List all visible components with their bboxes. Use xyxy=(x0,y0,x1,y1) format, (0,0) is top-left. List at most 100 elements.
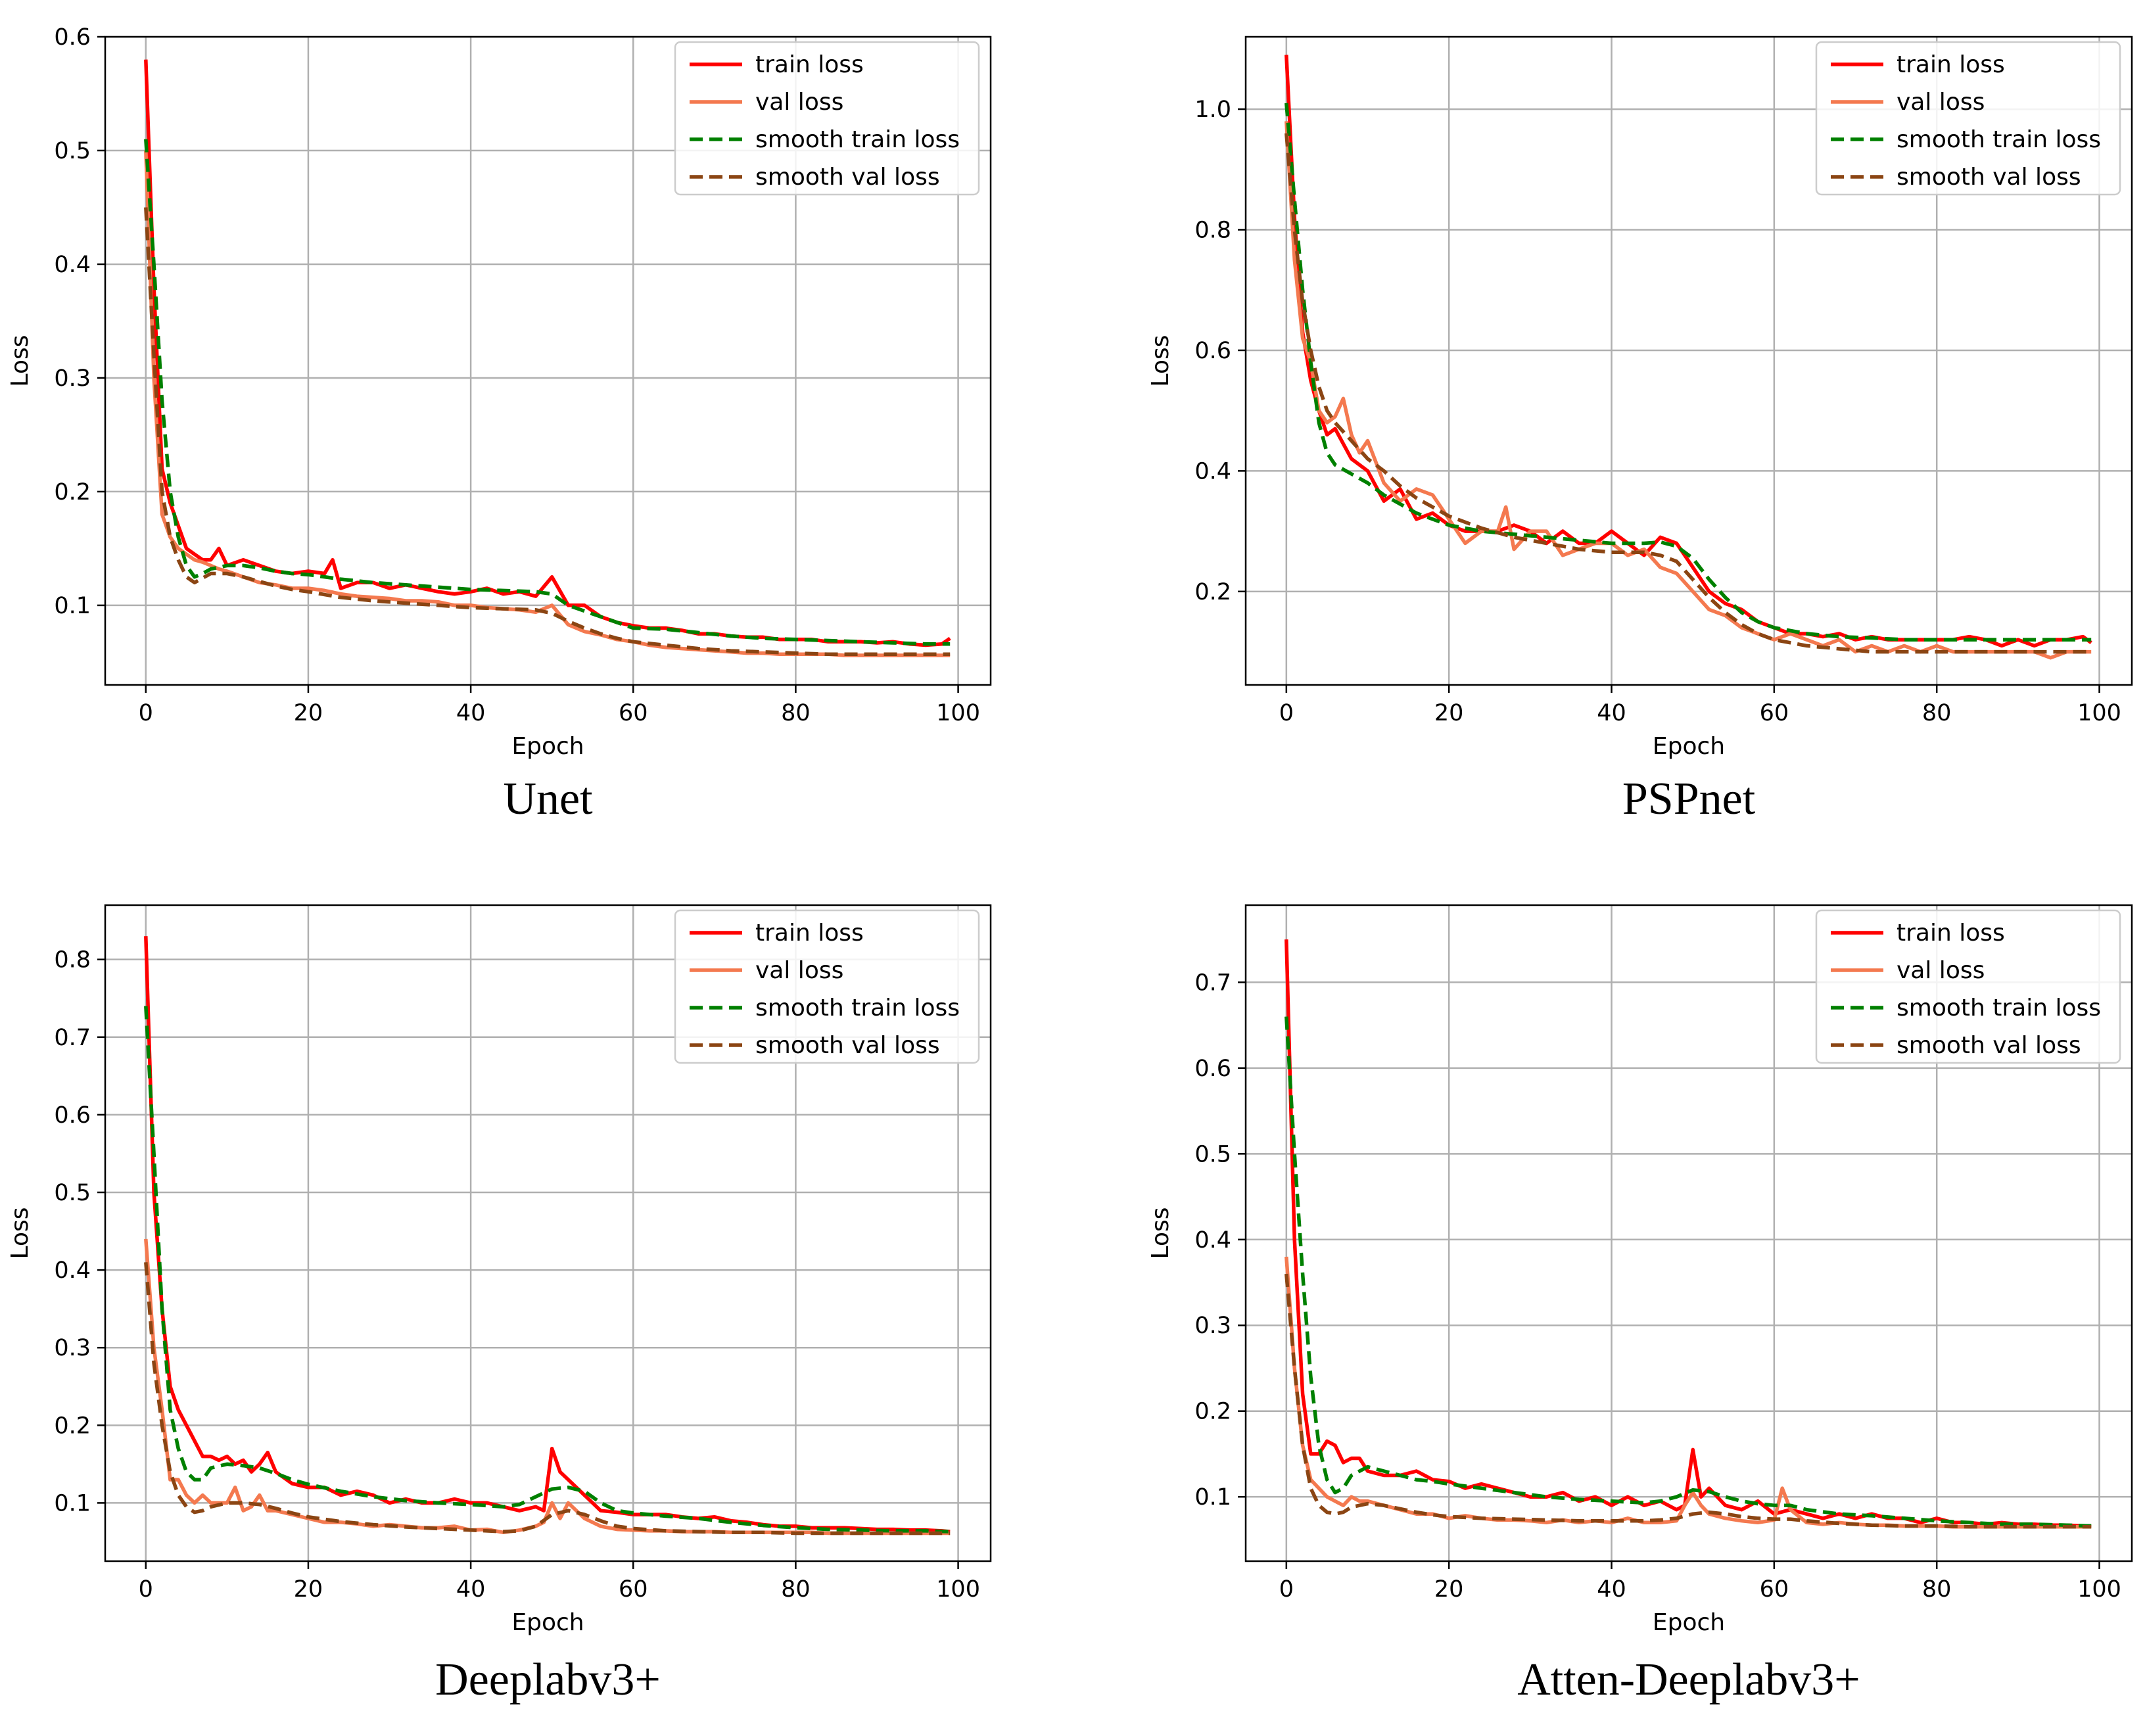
legend-label-3: smooth train loss xyxy=(1897,126,2101,153)
panel-caption: PSPnet xyxy=(1622,774,1756,824)
y-tick-label: 0.8 xyxy=(54,947,91,974)
series-line-val-loss xyxy=(1285,121,2092,660)
y-tick-label: 0.6 xyxy=(54,24,91,51)
panel-caption: Unet xyxy=(503,774,593,824)
y-tick-label: 0.2 xyxy=(1194,1399,1231,1425)
y-tick-label: 0.7 xyxy=(54,1025,91,1051)
series-line-smooth-val-loss xyxy=(1285,1273,2092,1529)
legend-box xyxy=(1815,909,2121,1064)
legend-label-1: train loss xyxy=(1897,51,2005,78)
legend-label-2: val loss xyxy=(755,957,843,984)
legend: train loss val loss smooth train loss smoot… xyxy=(1815,41,2121,196)
x-tick-label: 100 xyxy=(936,1576,980,1603)
series-line-smooth-val-loss xyxy=(144,207,951,657)
series-line-smooth-val-loss xyxy=(1285,133,2092,654)
y-tick-label: 0.3 xyxy=(54,365,91,392)
y-tick-label: 0.4 xyxy=(54,1257,91,1284)
x-tick-label: 80 xyxy=(1922,700,1952,726)
y-axis-label: Loss xyxy=(1147,335,1174,387)
x-axis-label: Epoch xyxy=(511,733,584,760)
legend-label-4: smooth val loss xyxy=(1897,1032,2081,1059)
y-tick-label: 0.5 xyxy=(1194,1141,1231,1167)
legend-label-1: train loss xyxy=(1897,920,2005,947)
y-tick-label: 1.0 xyxy=(1194,97,1231,123)
legend-label-2: val loss xyxy=(1897,89,1985,116)
panel-caption: Deeplabv3+ xyxy=(435,1654,661,1705)
legend-label-3: smooth train loss xyxy=(1897,995,2101,1021)
y-tick-label: 0.1 xyxy=(54,593,91,619)
x-tick-label: 0 xyxy=(139,1576,153,1603)
x-axis-label: Epoch xyxy=(1653,1609,1725,1636)
legend-label-4: smooth val loss xyxy=(755,1032,940,1059)
series-line-smooth-train-loss xyxy=(1285,1016,2092,1528)
x-tick-label: 40 xyxy=(1597,1576,1626,1603)
panel-caption: Atten-Deeplabv3+ xyxy=(1517,1654,1860,1705)
x-axis-label: Epoch xyxy=(511,1609,584,1636)
series-line-smooth-train-loss xyxy=(144,139,951,646)
y-axis-label: Loss xyxy=(1147,1208,1174,1259)
y-tick-label: 0.6 xyxy=(1194,338,1231,364)
y-tick-label: 0.2 xyxy=(54,479,91,505)
legend-label-3: smooth train loss xyxy=(755,995,960,1021)
x-tick-label: 100 xyxy=(2077,700,2121,726)
x-tick-label: 80 xyxy=(781,700,811,726)
axes-frame xyxy=(104,904,992,1562)
y-tick-label: 0.4 xyxy=(1194,1227,1231,1254)
x-tick-label: 40 xyxy=(456,700,486,726)
legend: train loss val loss smooth train loss smoot… xyxy=(1815,909,2121,1064)
x-tick-label: 20 xyxy=(1434,1576,1464,1603)
legend-label-1: train loss xyxy=(755,920,864,947)
x-tick-label: 80 xyxy=(781,1576,811,1603)
x-tick-label: 100 xyxy=(2077,1576,2121,1603)
x-tick-label: 80 xyxy=(1922,1576,1952,1603)
x-tick-label: 40 xyxy=(1597,700,1626,726)
y-tick-label: 0.5 xyxy=(54,138,91,164)
legend-box xyxy=(674,909,980,1064)
y-axis-label: Loss xyxy=(7,335,34,387)
x-tick-label: 0 xyxy=(1279,700,1294,726)
chart-panel-2: 0 20 40 60 80 100 0.2 0.4 0.6 0.8 1.0 Epoch Loss trai… xyxy=(1147,35,2133,824)
axes-frame xyxy=(1244,904,2133,1562)
x-tick-label: 60 xyxy=(1760,700,1789,726)
legend: train loss val loss smooth train loss smoot… xyxy=(674,909,980,1064)
y-tick-label: 0.6 xyxy=(1194,1056,1231,1082)
chart-panel-1: 0 20 40 60 80 100 0.1 0.2 0.3 0.4 0.5 0.6 Epoch Loss t… xyxy=(7,24,992,824)
x-tick-label: 20 xyxy=(294,1576,323,1603)
series-line-val-loss xyxy=(1285,1256,2092,1529)
axes-frame xyxy=(1244,35,2133,686)
axes-frame xyxy=(104,35,992,686)
y-tick-label: 0.6 xyxy=(54,1102,91,1129)
y-axis-label: Loss xyxy=(7,1208,34,1259)
y-tick-label: 0.7 xyxy=(1194,970,1231,996)
series-line-smooth-train-loss xyxy=(1285,103,2092,642)
x-axis-label: Epoch xyxy=(1653,733,1725,760)
y-tick-label: 0.3 xyxy=(54,1335,91,1361)
legend-label-3: smooth train loss xyxy=(755,126,960,153)
y-tick-label: 0.4 xyxy=(1194,458,1231,484)
legend-label-4: smooth val loss xyxy=(755,164,940,191)
y-tick-label: 0.2 xyxy=(1194,579,1231,605)
x-tick-label: 100 xyxy=(936,700,980,726)
x-tick-label: 60 xyxy=(619,700,648,726)
series-line-smooth-train-loss xyxy=(144,1006,951,1534)
x-tick-label: 60 xyxy=(619,1576,648,1603)
legend-label-2: val loss xyxy=(755,89,843,116)
x-tick-label: 20 xyxy=(1434,700,1464,726)
legend: train loss val loss smooth train loss smoot… xyxy=(674,41,980,196)
chart-panel-3: 0 20 40 60 80 100 0.1 0.2 0.3 0.4 0.5 0.6 0.7 0.8 Epoc… xyxy=(7,904,992,1705)
legend-box xyxy=(1815,41,2121,196)
y-tick-label: 0.3 xyxy=(1194,1313,1231,1339)
chart-panel-4: 0 20 40 60 80 100 0.1 0.2 0.3 0.4 0.5 0.6 0.7 Epoch Lo… xyxy=(1147,904,2133,1705)
legend-label-2: val loss xyxy=(1897,957,1985,984)
x-tick-label: 40 xyxy=(456,1576,486,1603)
legend-label-4: smooth val loss xyxy=(1897,164,2081,191)
y-tick-label: 0.2 xyxy=(54,1413,91,1439)
y-tick-label: 0.1 xyxy=(1194,1484,1231,1511)
x-tick-label: 0 xyxy=(139,700,153,726)
x-tick-label: 20 xyxy=(294,700,323,726)
series-line-smooth-val-loss xyxy=(144,1262,951,1536)
legend-label-1: train loss xyxy=(755,51,864,78)
y-tick-label: 0.1 xyxy=(54,1490,91,1516)
x-tick-label: 0 xyxy=(1279,1576,1294,1603)
